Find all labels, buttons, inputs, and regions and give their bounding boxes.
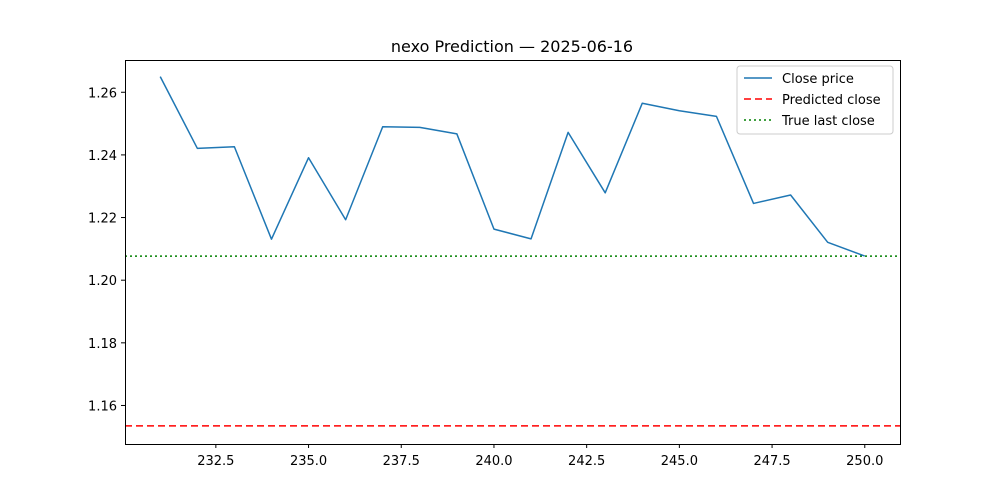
y-tick-label: 1.16 [88, 399, 117, 414]
x-tick-label: 235.0 [290, 454, 327, 469]
legend-label: Predicted close [782, 93, 881, 108]
series-line-close-price [159, 76, 866, 257]
plot-area [125, 76, 900, 427]
legend-box [736, 65, 894, 135]
chart-title: nexo Prediction — 2025-06-16 [391, 37, 633, 56]
x-axis: 232.5 235.0 237.5 240.0 242.5 245.0 247.5 250.0 [197, 444, 883, 469]
y-axis: 1.16 1.18 1.20 1.22 1.24 1.26 [88, 86, 125, 414]
legend: Close price Predicted close True last clos… [736, 65, 894, 135]
x-tick-label: 242.5 [568, 454, 605, 469]
y-tick-label: 1.20 [88, 274, 117, 289]
y-tick-label: 1.22 [88, 212, 117, 227]
x-tick-label: 240.0 [475, 454, 512, 469]
legend-label: Close price [782, 72, 854, 87]
y-tick-label: 1.18 [88, 337, 117, 352]
x-tick-label: 245.0 [661, 454, 698, 469]
x-tick-label: 232.5 [197, 454, 234, 469]
y-tick-label: 1.26 [88, 86, 117, 101]
x-tick-label: 237.5 [383, 454, 420, 469]
x-tick-label: 247.5 [753, 454, 790, 469]
axes-frame [125, 60, 901, 445]
legend-label: True last close [781, 114, 875, 129]
x-tick-label: 250.0 [846, 454, 883, 469]
y-tick-label: 1.24 [88, 149, 117, 164]
